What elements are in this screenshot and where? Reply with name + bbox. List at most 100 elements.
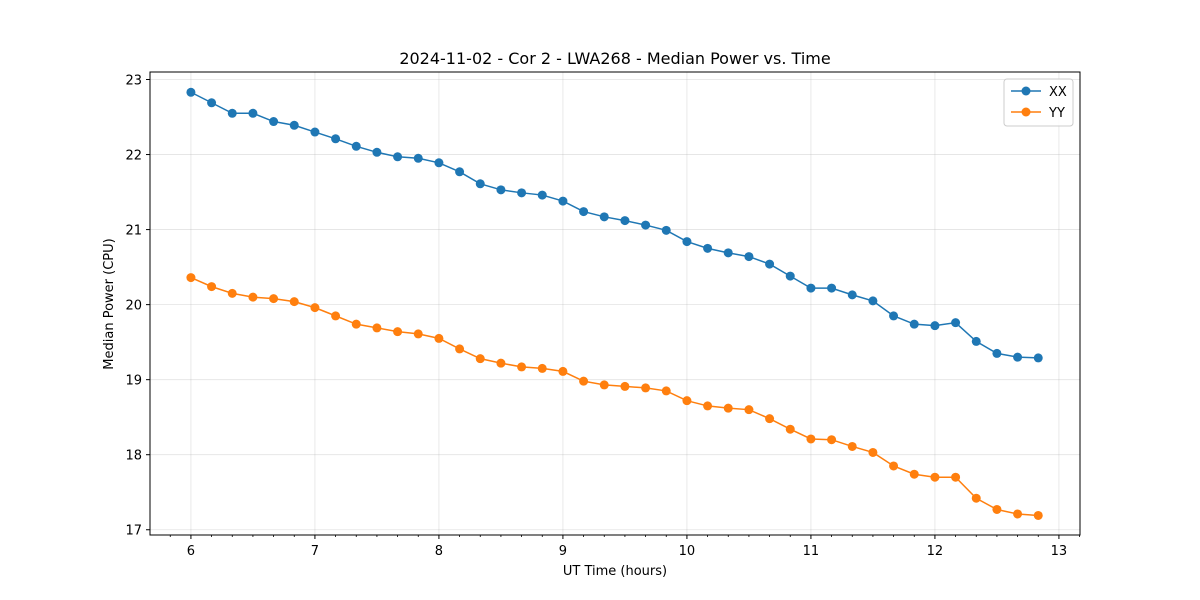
data-point-yy [951,472,961,482]
data-point-xx [537,190,547,200]
data-point-xx [703,243,713,253]
data-point-yy [475,354,485,364]
data-point-yy [806,434,816,444]
data-point-xx [517,188,527,198]
data-point-xx [331,134,341,144]
data-point-yy [682,396,692,406]
data-point-xx [1013,352,1023,362]
data-point-yy [269,294,279,304]
data-point-yy [413,329,423,339]
data-point-xx [930,321,940,331]
y-tick-label: 23 [125,74,142,89]
legend-marker-xx [1021,86,1031,96]
data-point-yy [744,405,754,415]
data-point-xx [992,348,1002,358]
data-point-yy [971,493,981,503]
x-tick-label: 8 [435,544,443,559]
data-point-xx [269,117,279,127]
axis-layer: 6 7 8 9 10 11 12 13 17 18 19 20 21 22 23 [125,74,1080,559]
data-point-xx [951,318,961,328]
data-point-yy [889,461,899,471]
data-point-xx [393,152,403,162]
data-point-yy [1033,510,1043,520]
data-point-yy [847,441,857,451]
data-point-yy [930,472,940,482]
data-point-yy [372,323,382,333]
data-point-xx [413,153,423,163]
data-point-yy [558,366,568,376]
data-point-xx [827,283,837,293]
data-point-yy [351,319,361,329]
data-point-yy [1013,509,1023,519]
data-point-yy [599,380,609,390]
data-point-xx [496,185,506,195]
series-line-yy [190,276,1039,517]
data-point-xx [579,207,589,217]
data-point-yy [537,363,547,373]
legend: XX YY [1003,78,1074,127]
grid-layer [150,72,1080,535]
legend-label-yy: YY [1048,106,1065,121]
data-point-xx [620,216,630,226]
data-point-yy [827,435,837,445]
x-tick-label: 11 [803,544,820,559]
data-point-yy [289,297,299,307]
data-point-yy [785,424,795,434]
data-point-xx [248,108,258,118]
data-point-yy [579,376,589,386]
data-point-yy [992,504,1002,514]
y-tick-label: 20 [125,299,142,314]
data-point-xx [455,167,465,177]
y-tick-label: 17 [125,524,142,539]
data-point-yy [310,303,320,313]
data-point-xx [599,212,609,222]
data-point-xx [351,141,361,151]
data-point-yy [331,311,341,321]
x-axis-label: UT Time (hours) [563,564,667,579]
y-tick-label: 19 [125,374,142,389]
data-point-xx [434,158,444,168]
data-point-xx [682,237,692,247]
series-yy [186,273,1043,520]
data-point-yy [765,414,775,424]
y-tick-label: 18 [125,449,142,464]
data-point-yy [248,292,258,302]
data-point-xx [723,248,733,258]
data-point-xx [909,319,919,329]
data-point-xx [806,283,816,293]
data-point-yy [496,358,506,368]
chart-title: 2024-11-02 - Cor 2 - LWA268 - Median Pow… [399,49,830,68]
legend-marker-yy [1021,107,1031,117]
data-point-yy [517,362,527,372]
data-point-yy [703,401,713,411]
plot-frame [149,71,1081,536]
data-point-xx [310,127,320,137]
data-point-xx [186,87,196,97]
data-point-xx [1033,353,1043,363]
data-point-yy [620,381,630,391]
data-point-xx [785,271,795,281]
data-point-xx [289,120,299,130]
series-xx [186,87,1043,363]
data-point-xx [971,336,981,346]
data-point-xx [558,196,568,206]
data-point-xx [744,252,754,262]
data-point-xx [475,179,485,189]
data-point-yy [641,383,651,393]
legend-label-xx: XX [1049,85,1067,100]
data-point-xx [641,220,651,230]
y-tick-label: 21 [125,224,142,239]
x-tick-label: 13 [1051,544,1068,559]
x-tick-label: 7 [311,544,319,559]
data-point-xx [847,290,857,300]
x-tick-label: 9 [559,544,567,559]
data-point-yy [909,469,919,479]
data-point-xx [889,311,899,321]
data-point-yy [455,344,465,354]
y-axis-label: Median Power (CPU) [102,238,117,369]
data-point-yy [393,327,403,337]
data-point-xx [765,259,775,269]
data-point-xx [207,98,217,108]
data-point-xx [372,147,382,157]
